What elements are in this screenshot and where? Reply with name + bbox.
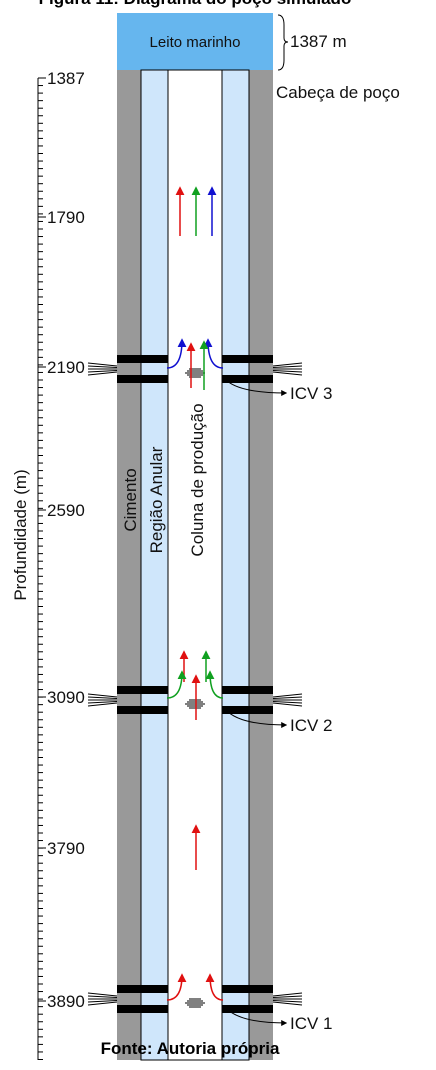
icv-label: ICV 1 [290, 1014, 333, 1033]
perforation [87, 365, 118, 368]
perforation [87, 693, 118, 698]
flow-arrows [166, 186, 224, 1001]
axis-ticks: 1387 1790 2190 2590 3090 3790 3890 [38, 69, 85, 1060]
perforation [272, 701, 303, 704]
perforation [272, 992, 303, 997]
perforation [87, 370, 118, 373]
tick-label: 3890 [47, 992, 85, 1011]
seabed [117, 13, 273, 70]
perforation [272, 693, 303, 698]
tick-label: 1387 [47, 69, 85, 88]
perforation [272, 365, 303, 368]
tick-label: 2590 [47, 501, 85, 520]
source: Fonte: Autoria própria [101, 1039, 280, 1058]
packer [222, 706, 273, 714]
perforation [272, 696, 303, 699]
icv-label: ICV 3 [290, 384, 333, 403]
icv-labels: ICV 3 ICV 2 ICV 1 [225, 379, 333, 1033]
packer [117, 706, 168, 714]
perforation [272, 362, 303, 367]
seabed-depth: 1387 m [290, 32, 347, 51]
flow-arrow [166, 670, 187, 699]
perforation [87, 371, 118, 376]
perforation [272, 1001, 303, 1006]
packer [222, 1005, 273, 1013]
packer [117, 1005, 168, 1013]
cement-left [117, 70, 141, 1060]
seabed-label: Leito marinho [150, 34, 241, 51]
perforation [87, 1001, 118, 1006]
production-column [167, 69, 223, 1061]
wellhead-label: Cabeça de poço [276, 83, 400, 102]
packer [222, 985, 273, 993]
axis-title: Profundidade (m) [11, 469, 30, 600]
perforation [87, 701, 118, 704]
perforation [87, 1000, 118, 1003]
annulus-left [140, 69, 169, 1061]
perforation [272, 995, 303, 998]
tick-label: 2190 [47, 358, 85, 377]
perforation [272, 370, 303, 373]
flow-arrow [166, 973, 187, 1001]
icv-label: ICV 2 [290, 716, 333, 735]
perforation [272, 1000, 303, 1003]
packer [117, 375, 168, 383]
packer [117, 985, 168, 993]
flow-arrow [166, 338, 187, 369]
tick-label: 3790 [47, 839, 85, 858]
perforation [87, 696, 118, 699]
bracket [277, 14, 289, 71]
annulus-right [221, 69, 250, 1061]
flow-arrow [205, 973, 224, 1001]
flow-arrow [205, 670, 224, 699]
packers [87, 355, 303, 1013]
annulus-label: Região Anular [147, 446, 166, 553]
production-label: Coluna de produção [188, 403, 207, 556]
tick-label: 3090 [47, 688, 85, 707]
perforation [272, 371, 303, 376]
packer [117, 686, 168, 694]
perforation [87, 702, 118, 707]
cement-label: Cimento [121, 468, 140, 531]
icv-pointer [225, 1007, 288, 1026]
packer [222, 686, 273, 694]
icv-pointer [225, 709, 288, 728]
perforation [87, 995, 118, 998]
cement-right [249, 70, 273, 1060]
packer [222, 375, 273, 383]
perforation [87, 992, 118, 997]
tick-label: 1790 [47, 208, 85, 227]
title: Figura 11: Diagrama do poço simulado [39, 0, 352, 8]
packer [222, 355, 273, 363]
perforation [272, 702, 303, 707]
packer [117, 355, 168, 363]
perforation [87, 362, 118, 367]
icv-pointer [225, 379, 288, 396]
